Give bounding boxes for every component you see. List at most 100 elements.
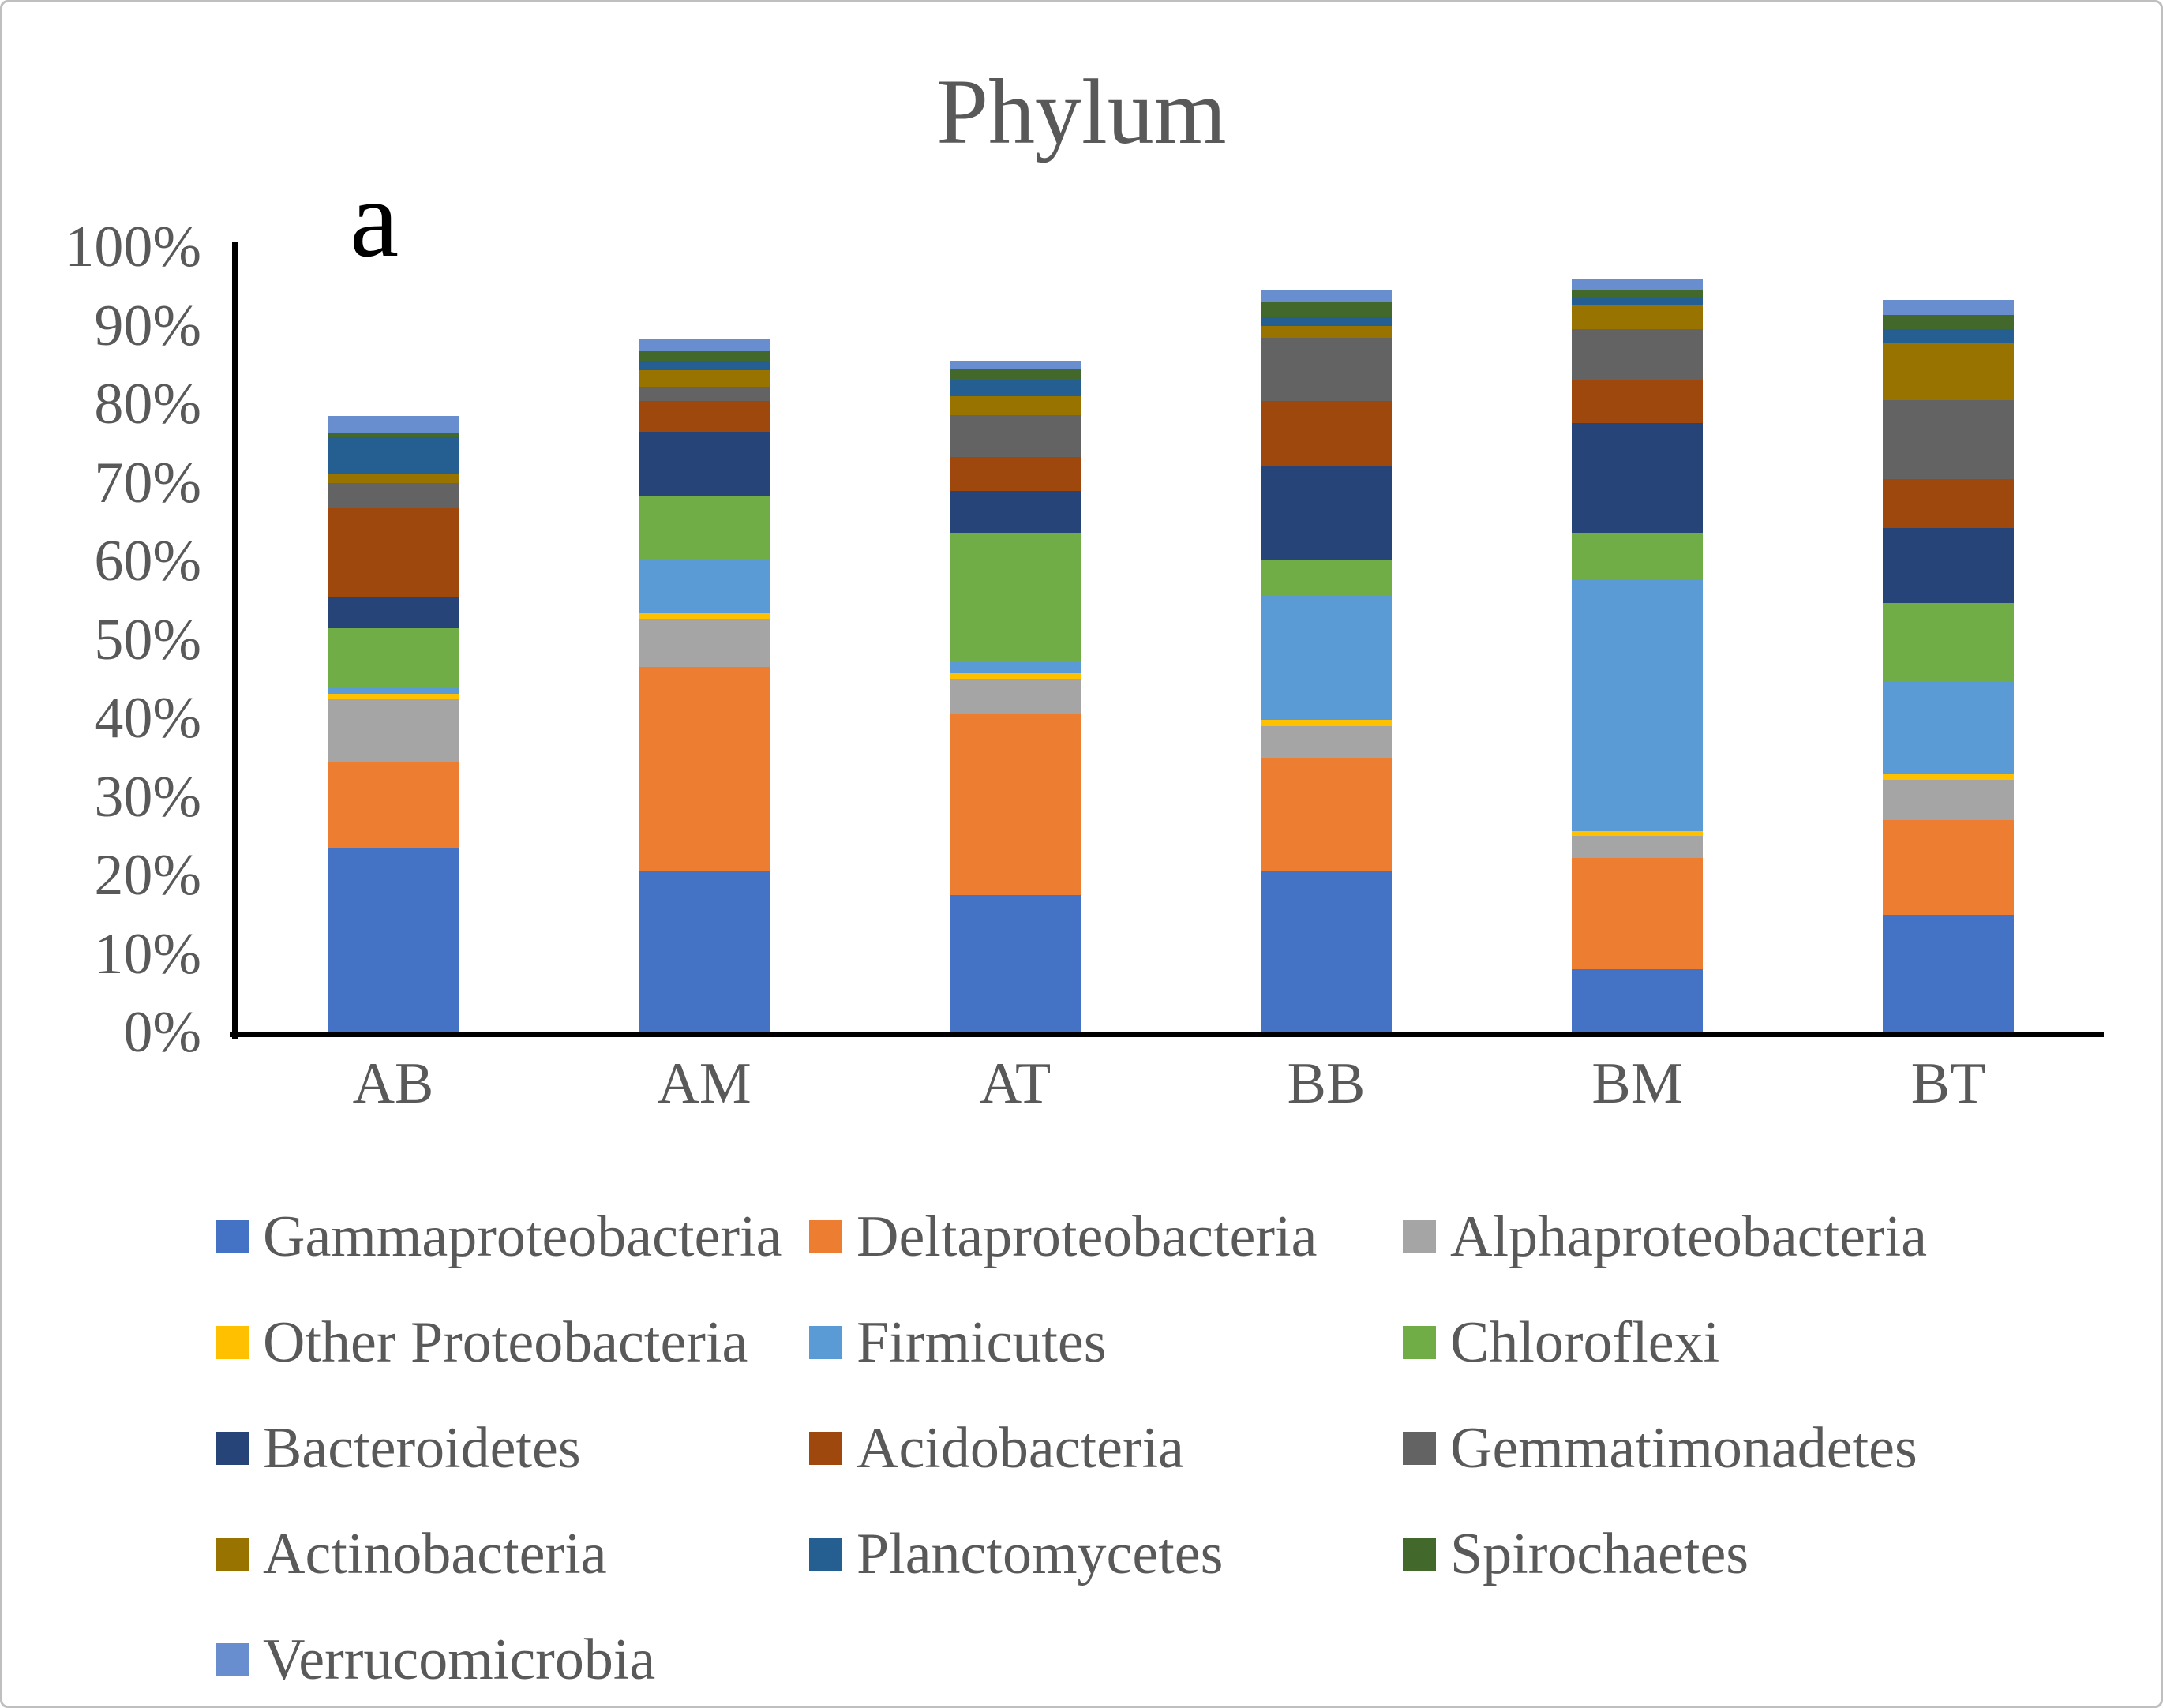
bar-segment-firmicutes	[1883, 681, 2014, 774]
chart-title: Phylum	[936, 60, 1227, 163]
y-axis-tick-label: 10%	[94, 921, 201, 987]
legend-item-verrucomicrobia: Verrucomicrobia	[216, 1607, 809, 1706]
legend-item-bacteroidetes: Bacteroidetes	[216, 1395, 809, 1501]
bar-segment-verrucomicrobia	[950, 361, 1081, 370]
x-axis-category-label: AB	[352, 1051, 434, 1116]
legend-label: Alphaproteobacteria	[1450, 1204, 1928, 1269]
bar-segment-gammaproteobacteria	[1572, 969, 1703, 1032]
legend-swatch	[216, 1326, 249, 1359]
legend-item-other-proteobacteria: Other Proteobacteria	[216, 1290, 809, 1395]
stacked-bar-am	[639, 339, 770, 1032]
legend-swatch	[1403, 1220, 1436, 1253]
bar-segment-alphaproteobacteria	[950, 679, 1081, 715]
bar-segment-firmicutes	[328, 688, 459, 695]
legend-label: Deltaproteobacteria	[857, 1204, 1318, 1269]
bar-segment-gammaproteobacteria	[639, 871, 770, 1032]
bar-segment-actinobacteria	[639, 370, 770, 388]
bar-segment-gemmatimonadetes	[950, 414, 1081, 457]
legend-item-actinobacteria: Actinobacteria	[216, 1501, 809, 1607]
bar-segment-acidobacteria	[1883, 478, 2014, 529]
bar-segment-deltaproteobacteria	[1572, 858, 1703, 970]
bar-segment-actinobacteria	[1261, 325, 1392, 339]
legend-swatch	[216, 1432, 249, 1465]
bar-segment-bacteroidetes	[1572, 422, 1703, 534]
legend-swatch	[216, 1220, 249, 1253]
x-axis-category-label: BM	[1591, 1051, 1683, 1116]
y-axis-tick-label: 70%	[94, 450, 201, 515]
x-axis-line	[230, 1032, 2104, 1037]
legend-swatch	[809, 1220, 842, 1253]
bar-segment-bacteroidetes	[639, 431, 770, 496]
bar-segment-gemmatimonadetes	[1883, 400, 2014, 479]
bar-segment-bacteroidetes	[328, 596, 459, 628]
bar-segment-gammaproteobacteria	[328, 848, 459, 1032]
y-axis-tick-label: 0%	[123, 1000, 201, 1065]
bar-segment-firmicutes	[1261, 595, 1392, 720]
legend-swatch	[809, 1432, 842, 1465]
legend-label: Acidobacteria	[857, 1416, 1184, 1481]
bar-segment-gemmatimonadetes	[1261, 338, 1392, 402]
bar-segment-firmicutes	[950, 662, 1081, 674]
bar-segment-bacteroidetes	[1261, 466, 1392, 561]
y-axis-tick-label: 20%	[94, 843, 201, 908]
legend-swatch	[216, 1538, 249, 1571]
legend-item-gammaproteobacteria: Gammaproteobacteria	[216, 1184, 809, 1290]
bar-segment-deltaproteobacteria	[950, 714, 1081, 895]
panel-label-a: a	[350, 158, 399, 280]
bar-segment-actinobacteria	[328, 473, 459, 483]
x-axis-category-label: AT	[979, 1051, 1052, 1116]
bar-segment-actinobacteria	[950, 396, 1081, 415]
bar-segment-verrucomicrobia	[1883, 299, 2014, 315]
y-axis-tick-label: 80%	[94, 372, 201, 436]
legend-item-chloroflexi: Chloroflexi	[1403, 1290, 1996, 1395]
bar-segment-other-proteobacteria	[639, 612, 770, 619]
bar-segment-firmicutes	[639, 560, 770, 613]
bar-segment-gammaproteobacteria	[950, 894, 1081, 1032]
bar-segment-deltaproteobacteria	[1883, 820, 2014, 915]
y-axis-tick-label: 40%	[94, 686, 201, 751]
legend-swatch	[809, 1326, 842, 1359]
bar-segment-planctomycetes	[1261, 317, 1392, 326]
legend-swatch	[1403, 1326, 1436, 1359]
y-axis-line	[232, 242, 238, 1039]
bar-segment-other-proteobacteria	[1572, 831, 1703, 837]
legend-item-acidobacteria: Acidobacteria	[809, 1395, 1403, 1501]
bar-segment-alphaproteobacteria	[328, 699, 459, 762]
bar-segment-verrucomicrobia	[1261, 289, 1392, 302]
bar-segment-chloroflexi	[328, 627, 459, 689]
bar-segment-alphaproteobacteria	[1261, 725, 1392, 758]
legend-label: Firmicutes	[857, 1310, 1107, 1375]
legend-label: Gemmatimonadetes	[1450, 1416, 1917, 1481]
bar-segment-gammaproteobacteria	[1261, 871, 1392, 1032]
bar-segment-acidobacteria	[1572, 380, 1703, 423]
legend-item-gemmatimonadetes: Gemmatimonadetes	[1403, 1395, 1996, 1501]
legend-swatch	[1403, 1538, 1436, 1571]
bar-segment-actinobacteria	[1883, 343, 2014, 401]
bar-segment-gemmatimonadetes	[328, 482, 459, 509]
bar-segment-alphaproteobacteria	[1572, 836, 1703, 859]
legend-swatch	[1403, 1432, 1436, 1465]
legend-label: Chloroflexi	[1450, 1310, 1720, 1375]
stacked-bar-bt	[1883, 299, 2014, 1032]
y-axis-tick-label: 30%	[94, 764, 201, 830]
bar-segment-chloroflexi	[950, 533, 1081, 663]
bar-segment-spirochaetes	[1883, 314, 2014, 329]
stacked-bar-bm	[1572, 279, 1703, 1032]
bar-segment-other-proteobacteria	[950, 673, 1081, 680]
legend-label: Spirochaetes	[1450, 1522, 1749, 1586]
bar-segment-bacteroidetes	[1883, 528, 2014, 603]
bar-segment-verrucomicrobia	[328, 416, 459, 433]
y-axis-tick-label: 60%	[94, 529, 201, 594]
bar-segment-deltaproteobacteria	[328, 761, 459, 848]
legend-item-spirochaetes: Spirochaetes	[1403, 1501, 1996, 1607]
bar-segment-planctomycetes	[328, 436, 459, 474]
bar-segment-other-proteobacteria	[1883, 773, 2014, 780]
legend-swatch	[809, 1538, 842, 1571]
x-axis-category-label: BB	[1287, 1051, 1366, 1116]
bar-segment-alphaproteobacteria	[639, 618, 770, 668]
legend-item-alphaproteobacteria: Alphaproteobacteria	[1403, 1184, 1996, 1290]
bar-segment-gemmatimonadetes	[639, 387, 770, 402]
legend-item-planctomycetes: Planctomycetes	[809, 1501, 1403, 1607]
bar-segment-actinobacteria	[1572, 304, 1703, 329]
